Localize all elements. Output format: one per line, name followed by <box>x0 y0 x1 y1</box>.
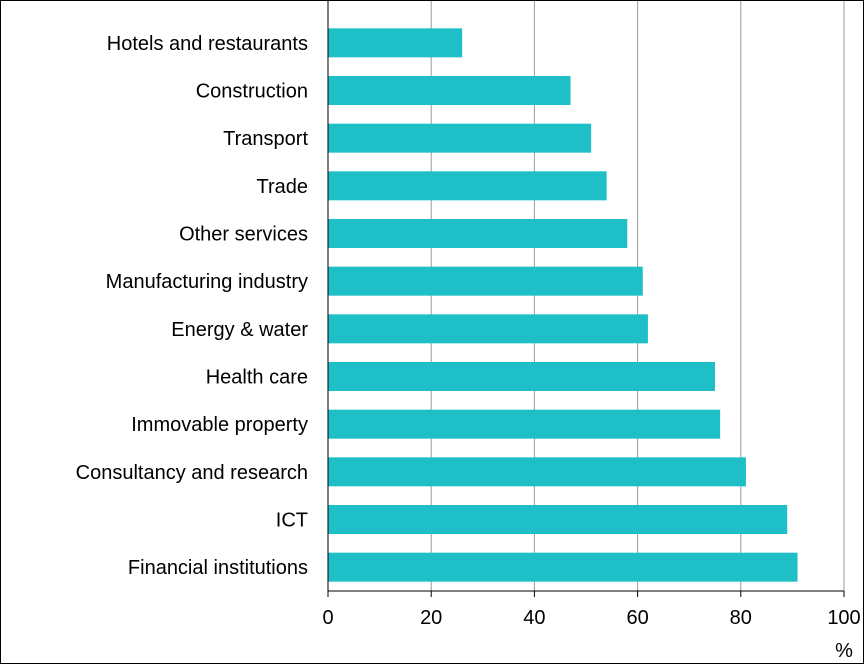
bar <box>328 362 715 391</box>
bar <box>328 123 592 153</box>
x-tick-label: 60 <box>626 607 648 629</box>
bar <box>328 171 607 201</box>
category-label: Trade <box>256 176 308 198</box>
x-tick-label: 80 <box>730 607 752 629</box>
category-label: Construction <box>196 81 308 103</box>
x-tick-label: 100 <box>827 607 860 629</box>
category-label: Hotels and restaurants <box>107 33 308 55</box>
x-tick-label: 0 <box>322 607 333 629</box>
category-label: ICT <box>276 510 308 532</box>
x-tick-label: 40 <box>523 607 545 629</box>
category-label: Energy & water <box>171 319 308 341</box>
bar <box>328 219 628 248</box>
category-label: Manufacturing industry <box>106 271 308 293</box>
category-label: Other services <box>179 224 308 246</box>
category-labels: Hotels and restaurants Construction Transp… <box>76 33 309 579</box>
bar <box>328 457 746 487</box>
x-axis-unit-label: % <box>835 640 853 662</box>
bar <box>328 505 788 534</box>
x-tick-label: 20 <box>420 607 442 629</box>
bar <box>328 266 643 296</box>
category-label: Consultancy and research <box>76 462 308 484</box>
category-label: Health care <box>206 367 308 389</box>
x-tick-labels: 0 20 40 60 80 100 <box>322 607 860 629</box>
bar <box>328 76 571 105</box>
bar <box>328 28 463 58</box>
category-label: Financial institutions <box>128 557 308 579</box>
bar <box>328 552 798 582</box>
bar <box>328 409 721 439</box>
bars <box>328 28 798 582</box>
category-label: Transport <box>223 128 308 150</box>
bar <box>328 314 648 344</box>
x-tick-marks <box>327 591 845 597</box>
category-label: Immovable property <box>131 414 308 436</box>
